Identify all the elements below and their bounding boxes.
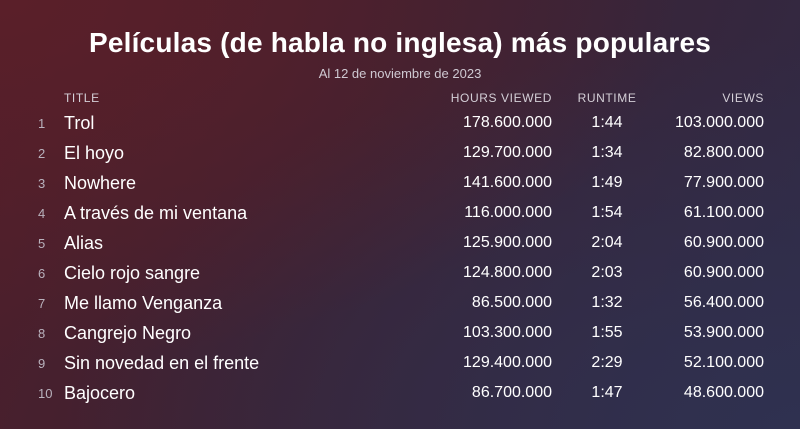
table-row: 2 El hoyo 129.700.000 1:34 82.800.000 — [38, 138, 764, 168]
row-title: Cangrejo Negro — [64, 322, 192, 343]
table-row: 9 Sin novedad en el frente 129.400.000 2… — [38, 348, 764, 378]
row-hours: 124.800.000 — [463, 264, 552, 281]
row-runtime: 1:44 — [591, 114, 623, 131]
table-row: 6 Cielo rojo sangre 124.800.000 2:03 60.… — [38, 258, 764, 288]
row-rank: 10 — [38, 385, 53, 401]
row-views: 61.100.000 — [683, 204, 764, 221]
row-rank: 7 — [38, 295, 46, 311]
row-views: 60.900.000 — [683, 264, 764, 281]
table-row: 1 Trol 178.600.000 1:44 103.000.000 — [38, 108, 764, 138]
row-views: 82.800.000 — [683, 144, 764, 161]
row-title: Trol — [64, 112, 95, 133]
table-row: 4 A través de mi ventana 116.000.000 1:5… — [38, 198, 764, 228]
row-views: 56.400.000 — [683, 294, 764, 311]
row-rank: 5 — [38, 235, 46, 251]
hours-column-header: HOURS VIEWED — [450, 91, 552, 105]
row-hours: 141.600.000 — [463, 174, 552, 191]
row-hours: 103.300.000 — [463, 324, 552, 341]
row-title: Bajocero — [64, 382, 136, 403]
row-runtime: 1:47 — [591, 384, 623, 401]
row-title: El hoyo — [64, 142, 125, 163]
row-runtime: 1:34 — [591, 144, 623, 161]
table-row: 5 Alias 125.900.000 2:04 60.900.000 — [38, 228, 764, 258]
row-hours: 129.700.000 — [463, 144, 552, 161]
row-hours: 116.000.000 — [464, 204, 552, 221]
row-hours: 125.900.000 — [463, 234, 552, 251]
row-hours: 129.400.000 — [463, 354, 552, 371]
row-title: Nowhere — [64, 172, 137, 193]
row-views: 103.000.000 — [675, 114, 764, 131]
table-row: 8 Cangrejo Negro 103.300.000 1:55 53.900… — [38, 318, 764, 348]
page-subtitle: Al 12 de noviembre de 2023 — [318, 66, 482, 81]
row-views: 48.600.000 — [683, 384, 764, 401]
runtime-column-header: RUNTIME — [577, 91, 637, 105]
row-views: 60.900.000 — [683, 234, 764, 251]
row-rank: 2 — [38, 145, 46, 161]
ranking-table: TITLE HOURS VIEWED RUNTIME VIEWS 1 Trol … — [38, 88, 764, 408]
row-hours: 86.500.000 — [471, 294, 552, 311]
row-views: 52.100.000 — [683, 354, 764, 371]
views-column-header: VIEWS — [722, 91, 764, 105]
table-row: 3 Nowhere 141.600.000 1:49 77.900.000 — [38, 168, 764, 198]
row-title: Alias — [64, 232, 104, 253]
rank-column-header — [38, 88, 62, 108]
row-rank: 3 — [38, 175, 46, 191]
header: Películas (de habla no inglesa) más popu… — [0, 0, 800, 82]
row-title: Sin novedad en el frente — [64, 352, 260, 373]
row-hours: 86.700.000 — [471, 384, 552, 401]
row-title: Cielo rojo sangre — [64, 262, 201, 283]
row-runtime: 2:04 — [591, 234, 623, 251]
row-runtime: 2:03 — [591, 264, 623, 281]
row-rank: 1 — [38, 115, 46, 131]
row-title: Me llamo Venganza — [64, 292, 223, 313]
row-title: A través de mi ventana — [64, 202, 248, 223]
title-column-header: TITLE — [64, 91, 100, 105]
row-runtime: 1:54 — [591, 204, 623, 221]
table-row: 10 Bajocero 86.700.000 1:47 48.600.000 — [38, 378, 764, 408]
row-runtime: 1:55 — [591, 324, 623, 341]
row-rank: 4 — [38, 205, 46, 221]
row-hours: 178.600.000 — [463, 114, 552, 131]
row-rank: 6 — [38, 265, 46, 281]
row-views: 53.900.000 — [683, 324, 764, 341]
row-rank: 8 — [38, 325, 46, 341]
table-row: 7 Me llamo Venganza 86.500.000 1:32 56.4… — [38, 288, 764, 318]
page-title: Películas (de habla no inglesa) más popu… — [88, 27, 712, 58]
row-runtime: 1:49 — [591, 174, 623, 191]
row-runtime: 1:32 — [591, 294, 623, 311]
row-rank: 9 — [38, 355, 46, 371]
table-header-row: TITLE HOURS VIEWED RUNTIME VIEWS — [38, 88, 764, 108]
row-views: 77.900.000 — [683, 174, 764, 191]
row-runtime: 2:29 — [591, 354, 623, 371]
